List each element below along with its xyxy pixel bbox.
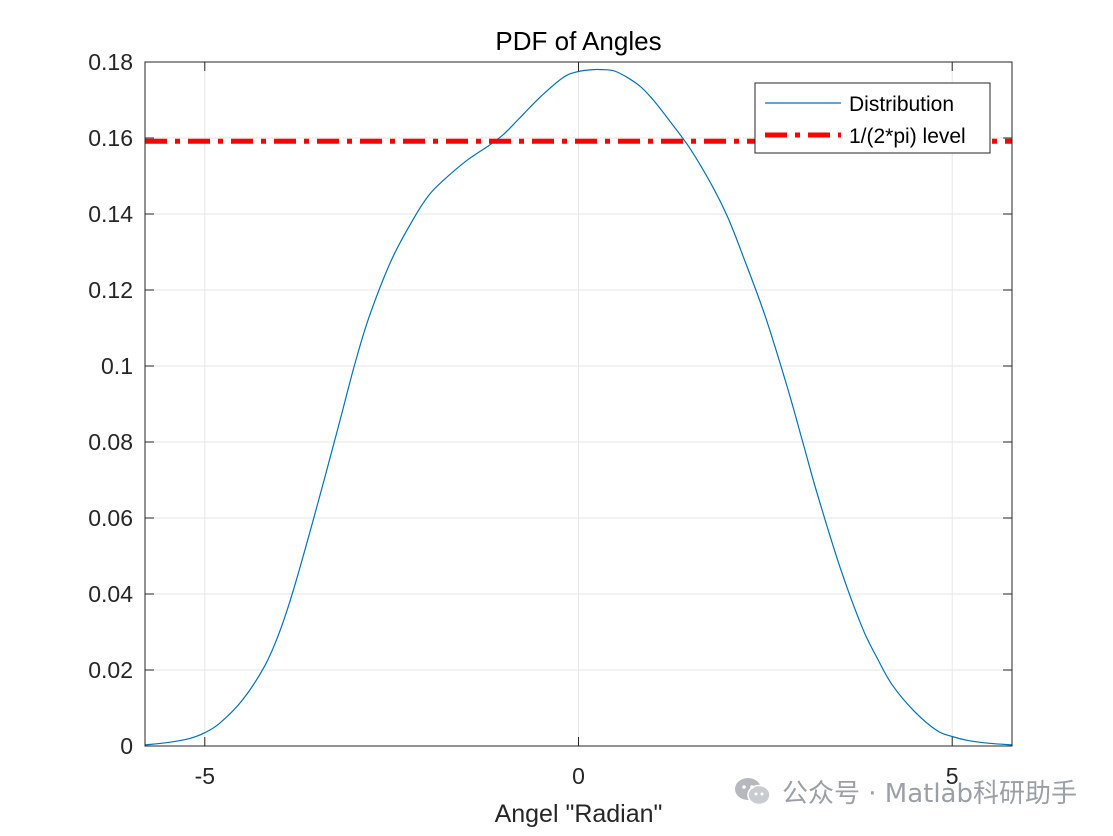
watermark-text: 公众号 · Matlab科研助手: [781, 779, 1077, 809]
legend-box: [754, 82, 991, 154]
y-tick-label-5: 0.1: [101, 353, 133, 379]
y-tick-label-4: 0.08: [88, 429, 133, 455]
y-tick-label-0: 0: [120, 733, 133, 759]
y-tick-label-8: 0.16: [88, 125, 133, 151]
y-tick-label-9: 0.18: [88, 49, 133, 75]
y-tick-label-1: 0.02: [88, 657, 133, 683]
y-tick-label-3: 0.06: [88, 505, 133, 531]
x-tick-label-2: 5: [946, 763, 959, 789]
y-tick-label-7: 0.14: [88, 201, 133, 227]
x-axis-label: Angel "Radian": [495, 800, 663, 828]
x-tick-label-1: 0: [572, 763, 585, 789]
series-line-distribution: [144, 68, 1013, 746]
wechat-icon: [734, 777, 772, 807]
x-tick-label-0: -5: [195, 763, 215, 789]
legend: Distribution 1/(2*pi) level: [754, 82, 991, 154]
y-tick-label-2: 0.04: [88, 581, 133, 607]
legend-label-level: 1/(2*pi) level: [849, 125, 966, 148]
y-tick-label-6: 0.12: [88, 277, 133, 303]
chart-title: PDF of Angles: [495, 26, 661, 56]
watermark: 公众号 · Matlab科研助手: [734, 773, 1077, 810]
legend-label-distribution: Distribution: [849, 93, 954, 116]
ticks: -5 0 5 0 0.02 0.04 0.06 0.08 0.1 0.12 0.14 0.16 0.18: [88, 49, 1012, 789]
